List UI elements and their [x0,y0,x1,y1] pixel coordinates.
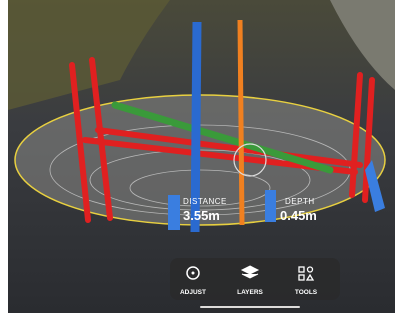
distance-value: 3.55m [183,208,220,223]
home-indicator [200,306,300,308]
distance-label: DISTANCE [183,197,227,206]
ar-screen: DISTANCE 3.55m DEPTH 0.45m ADJUST LAYERS… [0,0,398,313]
layers-label[interactable]: LAYERS [237,289,263,296]
adjust-label[interactable]: ADJUST [180,289,206,296]
depth-label: DEPTH [285,197,315,206]
orange-pipe [240,20,242,225]
depth-value: 0.45m [280,208,317,223]
tools-label[interactable]: TOOLS [295,289,318,296]
